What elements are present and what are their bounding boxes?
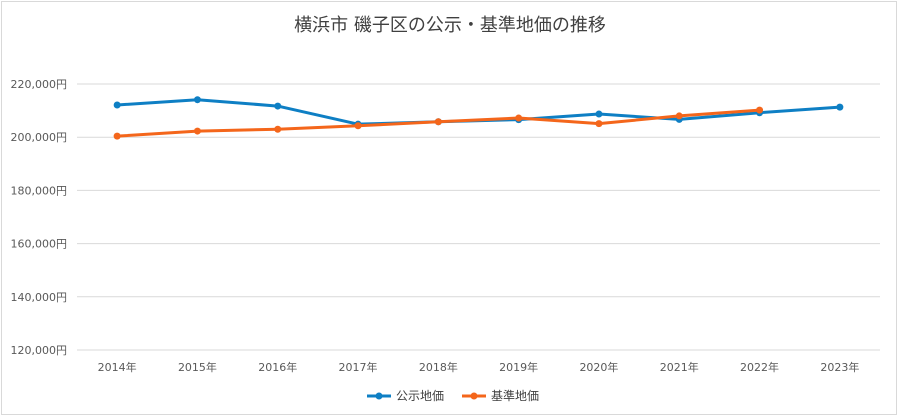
x-tick-label: 2021年 — [660, 360, 699, 374]
x-tick-label: 2017年 — [339, 360, 378, 374]
data-point — [274, 102, 282, 110]
series-lines — [113, 96, 844, 140]
data-point — [113, 101, 121, 109]
y-tick-label: 160,000円 — [11, 238, 68, 251]
y-tick-label: 200,000円 — [11, 131, 68, 144]
legend-label: 基準地価 — [491, 388, 539, 403]
x-tick-label: 2016年 — [258, 360, 297, 374]
legend-item: 基準地価 — [462, 388, 539, 403]
y-axis-tick-labels: 120,000円 140,000円 160,000円 180,000円 200,000円… — [11, 78, 68, 357]
x-tick-label: 2015年 — [178, 360, 217, 374]
data-point — [193, 127, 201, 135]
legend-label: 公示地価 — [396, 389, 444, 403]
y-tick-label: 180,000円 — [11, 184, 68, 197]
data-point — [113, 132, 121, 140]
gridlines — [77, 83, 880, 351]
y-tick-label: 120,000円 — [11, 344, 68, 357]
y-tick-label: 140,000円 — [11, 291, 68, 304]
data-point — [515, 114, 523, 122]
legend-swatch-marker — [375, 392, 383, 400]
chart-title: 横浜市 磯子区の公示・基準地価の推移 — [294, 15, 606, 36]
legend: 公示地価 基準地価 — [367, 388, 539, 403]
data-point — [193, 96, 201, 104]
series-2 — [113, 106, 764, 140]
data-point — [595, 120, 603, 128]
data-point — [836, 103, 844, 111]
data-point — [274, 125, 282, 133]
x-tick-label: 2023年 — [820, 360, 859, 374]
data-point — [434, 118, 442, 126]
data-point — [756, 106, 764, 114]
x-tick-label: 2022年 — [740, 360, 779, 374]
x-tick-label: 2020年 — [579, 360, 618, 374]
x-tick-label: 2014年 — [98, 360, 137, 374]
x-axis-tick-labels: 2014年 2015年 2016年 2017年 2018年 2019年 2020年 2021年… — [98, 360, 860, 374]
data-point — [675, 112, 683, 120]
x-tick-label: 2018年 — [419, 360, 458, 374]
x-tick-label: 2019年 — [499, 360, 538, 374]
legend-item: 公示地価 — [367, 389, 444, 403]
y-tick-label: 220,000円 — [11, 78, 68, 91]
legend-swatch-marker — [470, 392, 478, 400]
data-point — [354, 122, 362, 130]
data-point — [595, 110, 603, 118]
